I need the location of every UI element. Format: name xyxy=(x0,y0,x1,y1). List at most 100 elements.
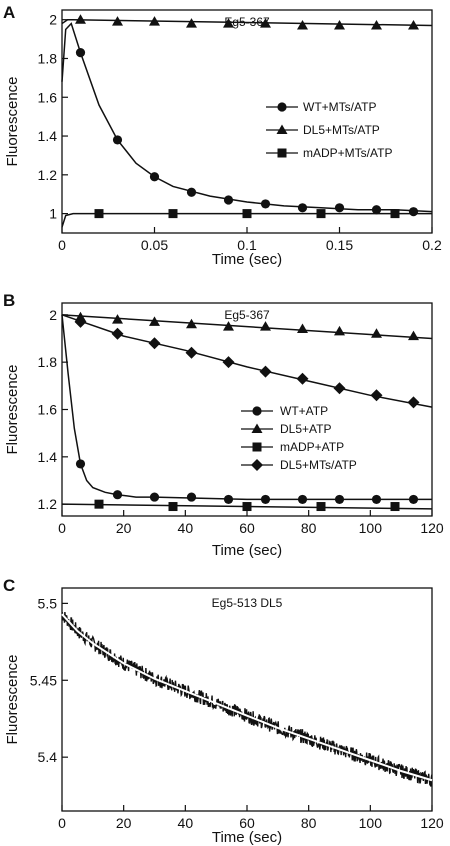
x-tick-label: 40 xyxy=(178,520,194,536)
triangle-data-point xyxy=(186,318,197,329)
square-data-point xyxy=(390,209,400,219)
x-tick-label: 0.1 xyxy=(237,237,257,253)
circle-data-point xyxy=(223,494,234,505)
diamond-data-point xyxy=(407,396,420,409)
panel-b-axis-ticks: 0 20 40 60 80 100 120 1.2 1.4 1.6 1.8 2 xyxy=(38,307,444,536)
panel-c-axis-ticks: 0 20 40 60 80 100 120 5.4 5.45 5.5 xyxy=(30,595,444,831)
panel-a-axis-ticks: 0 0.05 0.1 0.15 0.2 1 1.2 1.4 1.6 1.8 2 xyxy=(38,12,442,253)
y-tick-label: 1.8 xyxy=(38,50,58,66)
circle-data-point xyxy=(112,135,123,145)
panel-a-legend-item-dl5: DL5+MTs/ATP xyxy=(266,123,380,137)
panel-b-legend: WT+ATP DL5+ATP mADP+ATP DL5+MTs/ATP xyxy=(241,404,357,472)
triangle-data-point xyxy=(75,14,86,24)
x-tick-label: 20 xyxy=(116,520,132,536)
triangle-data-point xyxy=(334,20,345,30)
circle-data-point xyxy=(223,195,234,205)
circle-data-point xyxy=(371,205,382,215)
panel-b-legend-label: mADP+ATP xyxy=(280,440,344,454)
y-tick-label: 2 xyxy=(49,12,57,28)
triangle-data-point xyxy=(408,330,419,341)
triangle-data-point xyxy=(149,16,160,26)
panel-b-series xyxy=(61,311,433,512)
y-tick-label: 1.2 xyxy=(38,496,58,512)
diamond-data-point xyxy=(148,337,161,350)
diamond-data-point xyxy=(111,327,124,340)
x-tick-label: 0 xyxy=(58,815,66,831)
triangle-data-point xyxy=(223,18,234,28)
triangle-data-point xyxy=(149,316,160,326)
triangle-data-point xyxy=(112,16,123,26)
diamond-data-point xyxy=(74,315,87,328)
circle-data-point xyxy=(297,494,308,505)
circle-data-point xyxy=(297,203,308,213)
circle-data-point xyxy=(186,492,197,502)
diamond-marker-icon xyxy=(251,459,263,471)
diamond-data-point xyxy=(370,389,383,402)
panel-a-x-axis-title: Time (sec) xyxy=(212,251,282,268)
series-curve xyxy=(61,22,433,213)
panel-b-legend-item-dl5-mts: DL5+MTs/ATP xyxy=(241,458,357,472)
y-tick-label: 1.2 xyxy=(38,167,58,183)
panel-b: B Eg5-367 Time (sec) Fluorescence 0 20 40 6… xyxy=(3,291,444,559)
panel-a-y-axis-title: Fluorescence xyxy=(4,76,21,166)
square-marker-icon xyxy=(252,442,262,452)
triangle-marker-icon xyxy=(251,423,263,433)
circle-data-point xyxy=(260,494,271,505)
square-data-point xyxy=(316,209,326,219)
diamond-data-point xyxy=(185,346,198,359)
triangle-data-point xyxy=(371,328,382,338)
diamond-data-point xyxy=(222,356,235,369)
x-tick-label: 80 xyxy=(301,815,317,831)
panel-a-legend: WT+MTs/ATP DL5+MTs/ATP mADP+MTs/ATP xyxy=(266,100,392,160)
square-data-point xyxy=(168,502,178,512)
triangle-data-point xyxy=(260,18,271,28)
diamond-data-point xyxy=(259,365,272,378)
square-data-point xyxy=(94,499,104,509)
x-tick-label: 120 xyxy=(420,520,444,536)
panel-b-x-axis-title: Time (sec) xyxy=(212,542,282,559)
y-tick-label: 1.8 xyxy=(38,354,58,370)
panel-c-x-axis-title: Time (sec) xyxy=(212,829,282,846)
x-tick-label: 100 xyxy=(359,815,383,831)
diamond-data-point xyxy=(296,372,309,385)
fluorescence-trace xyxy=(61,611,433,787)
x-tick-label: 80 xyxy=(301,520,317,536)
square-data-point xyxy=(316,502,326,512)
x-tick-label: 0.05 xyxy=(141,237,168,253)
y-tick-label: 1.4 xyxy=(38,128,58,144)
panel-a-plot-frame xyxy=(61,9,433,234)
panel-c-y-axis-title: Fluorescence xyxy=(4,654,21,744)
x-tick-label: 40 xyxy=(178,815,194,831)
triangle-data-point xyxy=(223,321,234,331)
panel-a: A Eg5-367 Time (sec) Fluorescence 0 0.05 0… xyxy=(3,3,442,268)
circle-data-point xyxy=(334,494,345,505)
x-tick-label: 60 xyxy=(239,520,255,536)
triangle-data-point xyxy=(260,321,271,331)
square-data-point xyxy=(168,209,178,219)
y-tick-label: 2 xyxy=(49,307,57,323)
panel-a-legend-item-madp: mADP+MTs/ATP xyxy=(266,146,392,160)
panel-b-legend-item-dl5: DL5+ATP xyxy=(241,422,331,436)
panel-c-title: Eg5-513 DL5 xyxy=(212,596,283,610)
panel-a-label: A xyxy=(3,3,15,22)
circle-data-point xyxy=(75,459,86,469)
panel-b-legend-label: DL5+MTs/ATP xyxy=(280,458,357,472)
circle-data-point xyxy=(75,48,86,58)
x-tick-label: 20 xyxy=(116,815,132,831)
panel-c-label: C xyxy=(3,576,15,595)
x-tick-label: 120 xyxy=(420,815,444,831)
panel-a-legend-label: WT+MTs/ATP xyxy=(303,100,376,114)
triangle-data-point xyxy=(334,325,345,336)
x-tick-label: 0 xyxy=(58,520,66,536)
fit-curve xyxy=(61,613,433,782)
circle-data-point xyxy=(112,490,123,500)
triangle-data-point xyxy=(297,20,308,30)
circle-data-point xyxy=(260,199,271,209)
y-tick-label: 1 xyxy=(49,206,57,222)
triangle-data-point xyxy=(371,20,382,30)
panel-b-legend-item-madp: mADP+ATP xyxy=(241,440,344,454)
square-marker-icon xyxy=(277,148,287,158)
x-tick-label: 0.2 xyxy=(422,237,442,253)
panel-b-legend-item-wt: WT+ATP xyxy=(241,404,328,418)
